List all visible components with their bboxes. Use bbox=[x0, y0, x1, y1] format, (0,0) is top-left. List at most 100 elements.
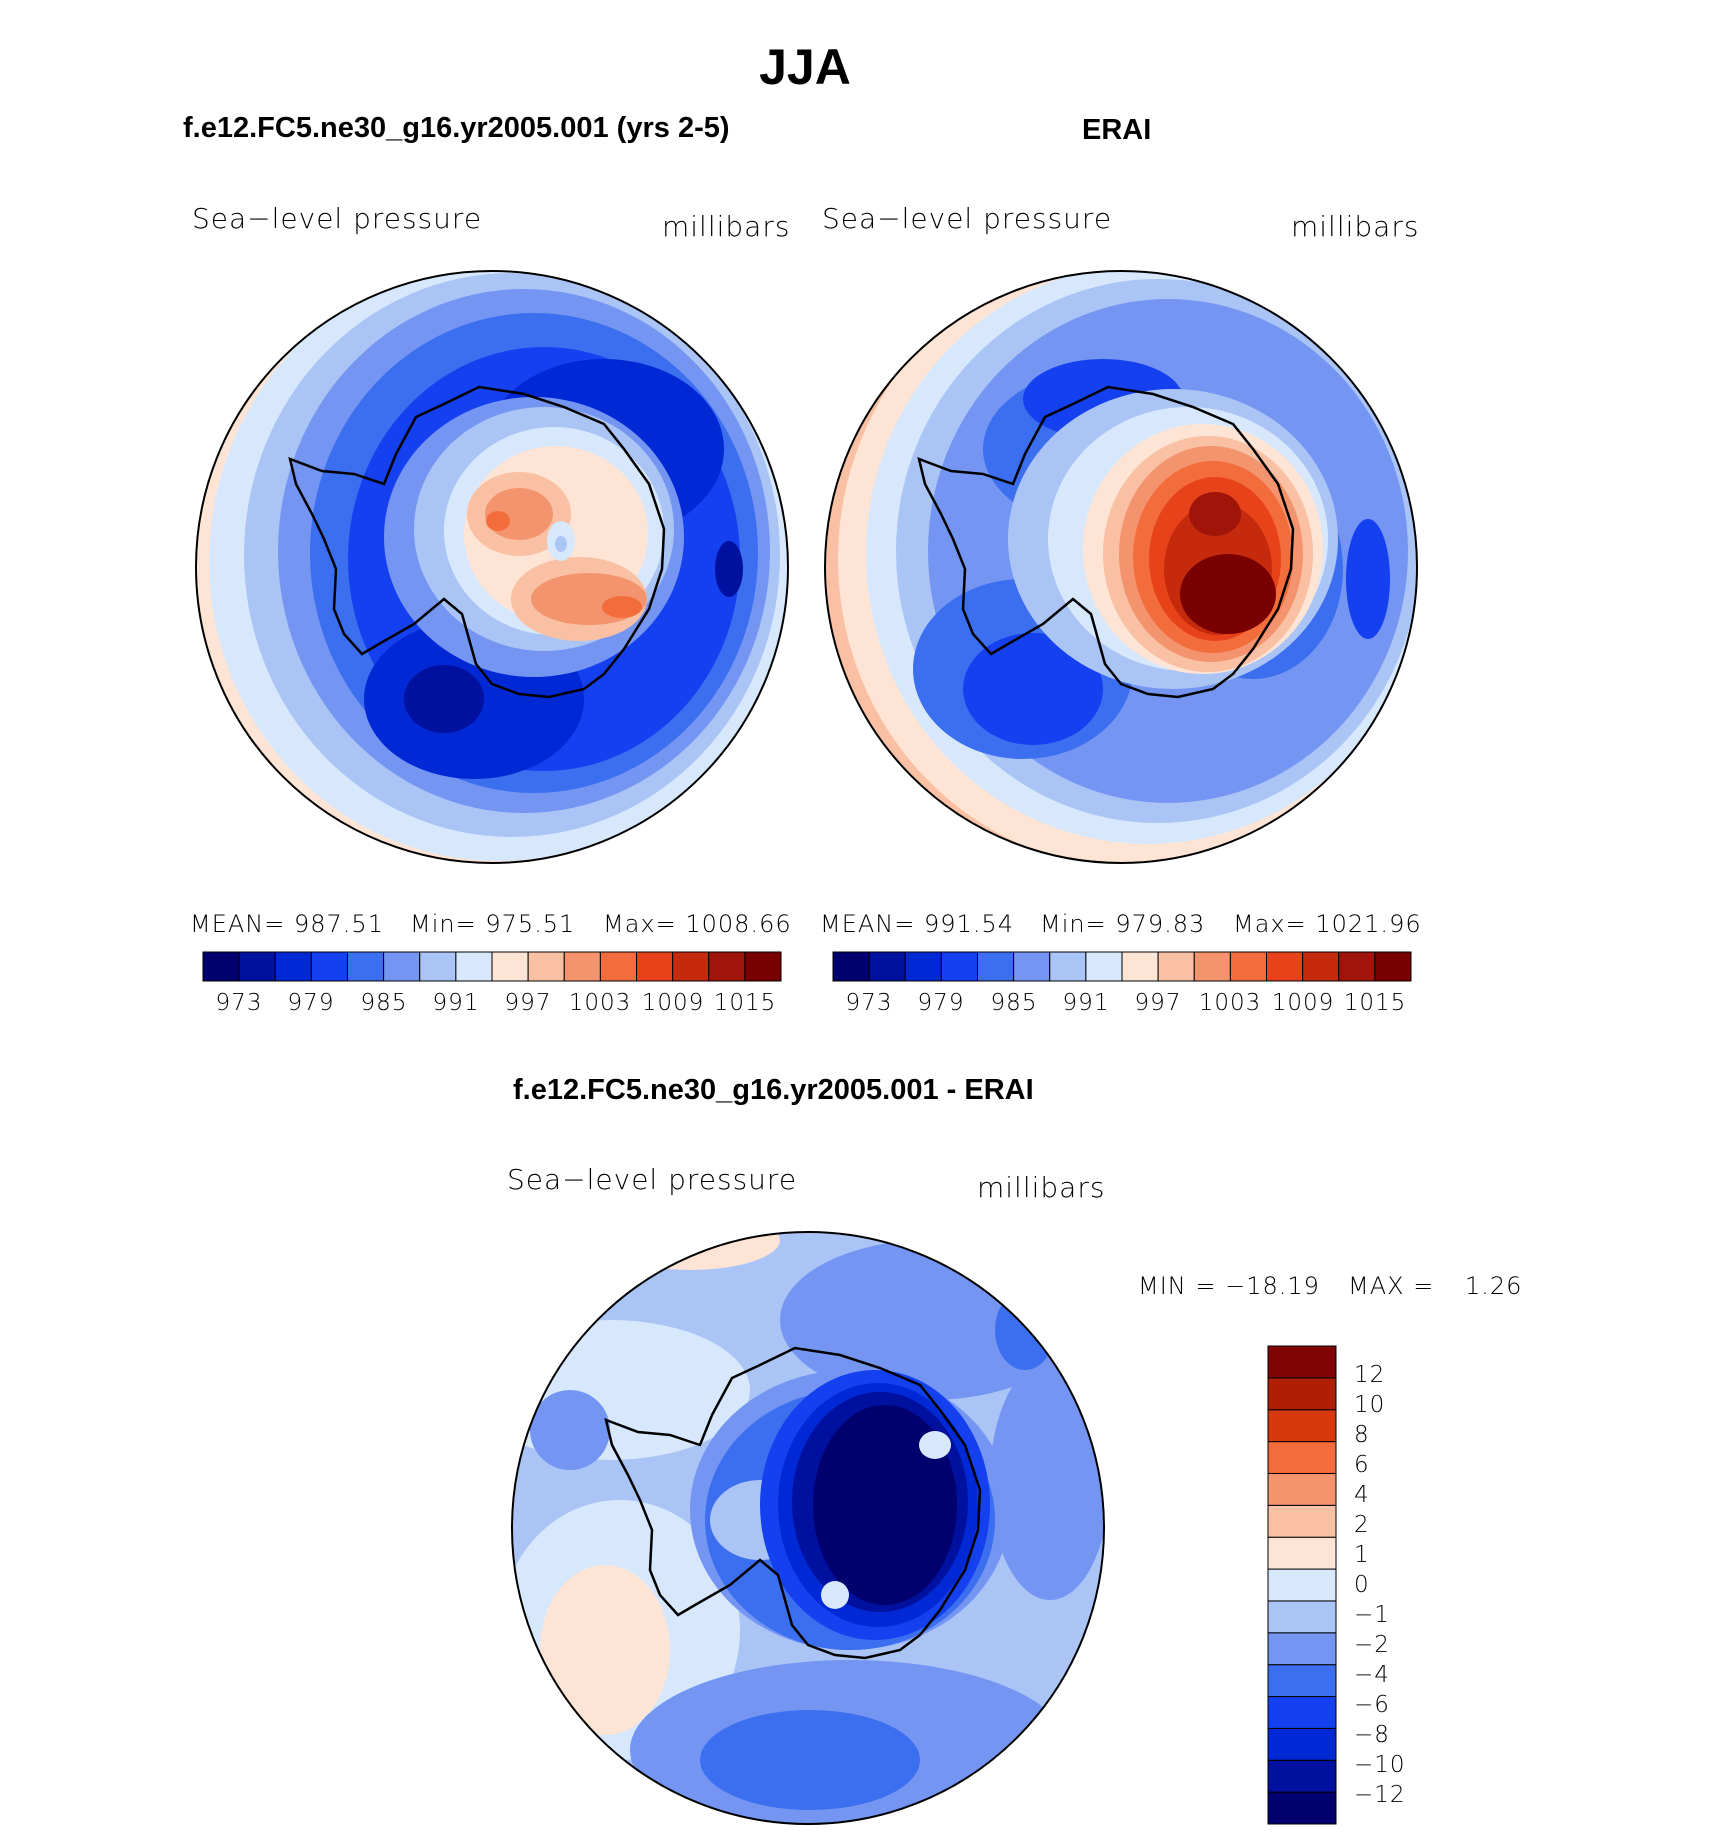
colorbar-swatch bbox=[1267, 1568, 1337, 1602]
colorbar-swatch bbox=[274, 951, 312, 982]
colorbar-swatch bbox=[1267, 1504, 1337, 1538]
colorbar-tick-label: −1 bbox=[1354, 1602, 1390, 1628]
left-colorbar-ticks: 973 979 985 991 997 1003 1009 1015 bbox=[203, 990, 781, 1020]
diff-max-value: 1.26 bbox=[1465, 1272, 1523, 1300]
diff-units-label: millibars bbox=[977, 1171, 1106, 1204]
colorbar-swatch bbox=[455, 951, 493, 982]
colorbar-swatch bbox=[1049, 951, 1087, 982]
colorbar-tick-label: 12 bbox=[1354, 1362, 1386, 1388]
colorbar-swatch bbox=[672, 951, 710, 982]
colorbar-swatch bbox=[1267, 1696, 1337, 1729]
colorbar-tick-label: −12 bbox=[1354, 1782, 1406, 1808]
left-min-stat: Min= 975.51 bbox=[410, 910, 576, 938]
colorbar-tick-label: 985 bbox=[360, 990, 408, 1016]
colorbar-tick-label: 10 bbox=[1354, 1392, 1386, 1418]
left-units-label: millibars bbox=[662, 210, 791, 243]
left-panel-title: f.e12.FC5.ne30_g16.yr2005.001 (yrs 2-5) bbox=[183, 112, 730, 144]
colorbar-tick-label: 973 bbox=[845, 990, 893, 1016]
colorbar-swatch bbox=[202, 951, 240, 982]
colorbar-swatch bbox=[1267, 1791, 1337, 1825]
colorbar-tick-label: −4 bbox=[1354, 1662, 1390, 1688]
colorbar-swatch bbox=[1302, 951, 1340, 982]
colorbar-tick-label: −10 bbox=[1354, 1752, 1406, 1778]
colorbar-tick-label: 4 bbox=[1354, 1482, 1370, 1508]
left-colorbar bbox=[202, 951, 782, 982]
colorbar-swatch bbox=[1085, 951, 1123, 982]
colorbar-swatch bbox=[832, 951, 870, 982]
colorbar-swatch bbox=[383, 951, 421, 982]
colorbar-swatch bbox=[1267, 1600, 1337, 1634]
colorbar-swatch bbox=[1267, 1409, 1337, 1443]
colorbar-swatch bbox=[744, 951, 782, 982]
colorbar-swatch bbox=[1013, 951, 1051, 982]
colorbar-tick-label: 2 bbox=[1354, 1512, 1370, 1538]
colorbar-tick-label: 6 bbox=[1354, 1452, 1370, 1478]
colorbar-swatch bbox=[310, 951, 348, 982]
colorbar-swatch bbox=[419, 951, 457, 982]
right-mean-stat: MEAN= 991.54 bbox=[820, 910, 1014, 938]
colorbar-swatch bbox=[1267, 1632, 1337, 1666]
colorbar-swatch bbox=[1267, 1441, 1337, 1474]
colorbar-swatch bbox=[1157, 951, 1195, 982]
colorbar-tick-label: 1015 bbox=[713, 990, 777, 1016]
colorbar-swatch bbox=[1266, 951, 1304, 982]
colorbar-tick-label: 991 bbox=[1062, 990, 1110, 1016]
colorbar-swatch bbox=[599, 951, 637, 982]
colorbar-swatch bbox=[977, 951, 1015, 982]
colorbar-tick-label: 991 bbox=[432, 990, 480, 1016]
right-polar-map bbox=[824, 270, 1418, 864]
colorbar-swatch bbox=[940, 951, 978, 982]
colorbar-swatch bbox=[238, 951, 276, 982]
colorbar-swatch bbox=[904, 951, 942, 982]
colorbar-swatch bbox=[491, 951, 529, 982]
colorbar-tick-label: 1009 bbox=[641, 990, 705, 1016]
colorbar-swatch bbox=[1121, 951, 1159, 982]
right-panel-title: ERAI bbox=[1082, 114, 1152, 146]
right-min-stat: Min= 979.83 bbox=[1040, 910, 1206, 938]
colorbar-swatch bbox=[636, 951, 674, 982]
colorbar-tick-label: 1003 bbox=[1198, 990, 1262, 1016]
colorbar-tick-label: 997 bbox=[504, 990, 552, 1016]
diff-variable-label: Sea−level pressure bbox=[507, 1163, 798, 1196]
colorbar-swatch bbox=[1267, 1345, 1337, 1379]
colorbar-swatch bbox=[527, 951, 565, 982]
diff-panel-title: f.e12.FC5.ne30_g16.yr2005.001 - ERAI bbox=[513, 1074, 1034, 1106]
right-colorbar bbox=[832, 951, 1412, 982]
colorbar-swatch bbox=[1267, 1759, 1337, 1793]
diff-min-stat: MIN = −18.19 bbox=[1138, 1272, 1320, 1300]
colorbar-tick-label: −8 bbox=[1354, 1722, 1390, 1748]
colorbar-tick-label: 0 bbox=[1354, 1572, 1370, 1598]
colorbar-tick-label: −6 bbox=[1354, 1692, 1390, 1718]
left-variable-label: Sea−level pressure bbox=[192, 202, 483, 235]
colorbar-swatch bbox=[1338, 951, 1376, 982]
left-max-stat: Max= 1008.66 bbox=[603, 910, 792, 938]
right-variable-label: Sea−level pressure bbox=[822, 202, 1113, 235]
colorbar-swatch bbox=[1193, 951, 1231, 982]
diff-polar-map bbox=[511, 1231, 1105, 1825]
colorbar-swatch bbox=[1267, 1664, 1337, 1698]
right-colorbar-ticks: 973 979 985 991 997 1003 1009 1015 bbox=[833, 990, 1411, 1020]
colorbar-tick-label: 1 bbox=[1354, 1542, 1370, 1568]
colorbar-tick-label: 985 bbox=[990, 990, 1038, 1016]
colorbar-tick-label: 1009 bbox=[1271, 990, 1335, 1016]
left-mean-stat: MEAN= 987.51 bbox=[190, 910, 384, 938]
right-max-stat: Max= 1021.96 bbox=[1233, 910, 1422, 938]
colorbar-tick-label: 973 bbox=[215, 990, 263, 1016]
left-polar-map bbox=[195, 270, 789, 864]
diff-colorbar-ticks: 12 10 8 6 4 2 1 0 −1 −2 −4 −6 −8 −10 −12 bbox=[1354, 1346, 1474, 1824]
colorbar-swatch bbox=[1267, 1536, 1337, 1570]
colorbar-tick-label: −2 bbox=[1354, 1632, 1390, 1658]
diff-colorbar bbox=[1267, 1345, 1337, 1825]
colorbar-swatch bbox=[1229, 951, 1267, 982]
colorbar-swatch bbox=[868, 951, 906, 982]
colorbar-swatch bbox=[1267, 1472, 1337, 1506]
colorbar-swatch bbox=[1267, 1727, 1337, 1761]
colorbar-swatch bbox=[347, 951, 385, 982]
colorbar-tick-label: 1015 bbox=[1343, 990, 1407, 1016]
colorbar-tick-label: 979 bbox=[287, 990, 335, 1016]
colorbar-tick-label: 979 bbox=[917, 990, 965, 1016]
figure-title: JJA bbox=[759, 39, 851, 95]
colorbar-swatch bbox=[1267, 1377, 1337, 1411]
diff-max-stat: MAX = bbox=[1348, 1272, 1435, 1300]
colorbar-tick-label: 1003 bbox=[568, 990, 632, 1016]
